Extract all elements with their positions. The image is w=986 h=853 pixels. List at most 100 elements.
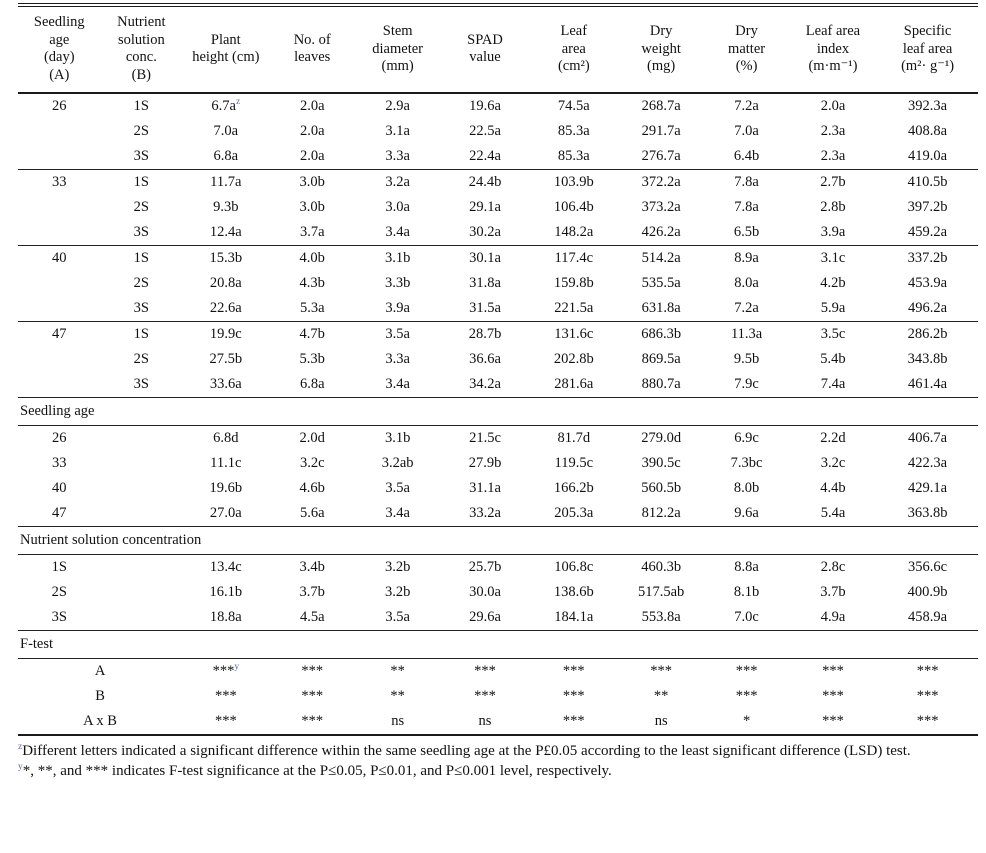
significance-cell: *** bbox=[916, 662, 939, 679]
value-cell: 496.2a bbox=[908, 299, 948, 316]
summary-label-cell: 3S bbox=[51, 608, 67, 625]
significance-cell: ***y bbox=[212, 661, 240, 679]
value-cell: 4.5a bbox=[299, 608, 325, 625]
value-cell: 7.2a bbox=[734, 97, 759, 114]
value-cell: 131.6c bbox=[529, 320, 618, 347]
value-cell: 6.8a bbox=[213, 147, 239, 164]
nutrient-conc-cell: 2S bbox=[133, 274, 149, 291]
value-cell: 631.8a bbox=[641, 299, 681, 316]
value-cell: 2.0a bbox=[299, 147, 325, 164]
value-cell: 119.5c bbox=[554, 454, 594, 471]
value-cell: 5.3a bbox=[299, 299, 325, 316]
column-header-1: Seedling age (day) (A) bbox=[18, 5, 101, 94]
value-cell: 19.6b bbox=[209, 479, 243, 496]
value-cell: 560.5b bbox=[641, 479, 682, 496]
value-cell: 9.3b bbox=[213, 198, 239, 215]
value-cell: 3.5a bbox=[385, 479, 410, 496]
value-cell: 33.2a bbox=[469, 504, 501, 521]
value-cell: 3.5a bbox=[385, 608, 410, 625]
value-cell: 22.6a bbox=[209, 299, 242, 316]
value-cell: 7.0a bbox=[734, 122, 759, 139]
footnote-marker: z bbox=[18, 741, 23, 752]
value-cell: 11.1c bbox=[210, 454, 242, 471]
value-cell: 3.3a bbox=[385, 350, 410, 367]
value-cell: 406.7a bbox=[908, 429, 948, 446]
summary-row: 2S 16.1b 3.7b 3.2b 30.0a 138.6b 517.5ab 8.1b 3.7… bbox=[18, 580, 978, 605]
value-cell: 3.5a bbox=[354, 320, 441, 347]
footnotes: zDifferent letters indicated a significa… bbox=[18, 741, 978, 782]
value-cell: 31.5a bbox=[469, 299, 501, 316]
value-cell: 553.8a bbox=[641, 608, 681, 625]
nutrient-conc-cell: 3S bbox=[133, 223, 149, 240]
summary-label-cell: 40 bbox=[52, 479, 67, 496]
value-cell: 7.3bc bbox=[730, 454, 763, 471]
summary-label-cell: 26 bbox=[52, 429, 67, 446]
nutrient-conc-cell: 3S bbox=[133, 299, 149, 316]
value-cell: 812.2a bbox=[641, 504, 681, 521]
column-header-11: Specific leaf area (m²· g⁻¹) bbox=[877, 5, 978, 94]
table-row: 2S 7.0a 2.0a 3.1a 22.5a 85.3a 291.7a 7.0a 2.3a 40… bbox=[18, 119, 978, 144]
value-cell: 11.3a bbox=[704, 320, 789, 347]
value-cell: 27.0a bbox=[209, 504, 242, 521]
value-cell: 419.0a bbox=[908, 147, 948, 164]
value-cell: 2.7b bbox=[788, 168, 878, 195]
summary-row: 3S 18.8a 4.5a 3.5a 29.6a 184.1a 553.8a 7.0c 4.9a… bbox=[18, 605, 978, 631]
value-cell: 15.3b bbox=[182, 244, 270, 271]
ftest-label-cell: A x B bbox=[83, 712, 117, 729]
value-cell: 397.2b bbox=[907, 198, 948, 215]
empty-cell bbox=[101, 451, 183, 476]
nutrient-conc-cell: 3S bbox=[133, 147, 149, 164]
significance-cell: *** bbox=[301, 687, 324, 704]
value-cell: 2.8c bbox=[820, 558, 846, 575]
seedling-age-cell: 33 bbox=[18, 168, 101, 195]
value-cell: 2.0a bbox=[299, 97, 325, 114]
value-cell: 148.2a bbox=[554, 223, 594, 240]
value-cell: 3.4a bbox=[385, 223, 410, 240]
value-cell: 7.0a bbox=[213, 122, 239, 139]
significance-cell: ** bbox=[653, 687, 669, 704]
value-cell: 34.2a bbox=[469, 375, 501, 392]
nutrient-conc-cell: 2S bbox=[133, 350, 149, 367]
significance-cell: *** bbox=[562, 712, 585, 729]
summary-label-cell: 33 bbox=[52, 454, 67, 471]
value-cell: 3.1b bbox=[384, 429, 411, 446]
value-cell: 400.9b bbox=[907, 583, 948, 600]
section-title: Seedling age bbox=[18, 396, 978, 426]
value-cell: 3.9a bbox=[820, 223, 846, 240]
value-cell: 33.6a bbox=[209, 375, 242, 392]
value-cell: 28.7b bbox=[440, 320, 530, 347]
significance-cell: *** bbox=[214, 687, 237, 704]
value-cell: 392.3a bbox=[908, 97, 948, 114]
value-cell: 291.7a bbox=[641, 122, 681, 139]
value-cell: 373.2a bbox=[641, 198, 681, 215]
value-cell: 8.0a bbox=[734, 274, 759, 291]
significance-cell: *** bbox=[474, 662, 496, 679]
column-header-8: Dry weight (mg) bbox=[617, 5, 705, 94]
value-cell: 3.5c bbox=[788, 320, 878, 347]
value-cell: 106.4b bbox=[553, 198, 594, 215]
value-cell: 268.7a bbox=[641, 97, 681, 114]
seedling-age-cell bbox=[18, 347, 101, 372]
value-cell: 3.7a bbox=[299, 223, 325, 240]
value-cell: 18.8a bbox=[209, 608, 242, 625]
table-row: 2S 20.8a 4.3b 3.3b 31.8a 159.8b 535.5a 8.0a 4.2b… bbox=[18, 271, 978, 296]
value-cell: 3.9a bbox=[385, 299, 410, 316]
value-cell: 3.2b bbox=[384, 583, 411, 600]
nutrient-conc-cell: 1S bbox=[100, 244, 183, 271]
table-body: 26 1S 6.7az 2.0a 2.9a 19.6a 74.5a 268.7a 7.2a 2.0… bbox=[18, 93, 978, 735]
value-cell: 4.9a bbox=[820, 608, 846, 625]
value-cell: 5.3b bbox=[299, 350, 325, 367]
value-cell: 6.9c bbox=[734, 429, 759, 446]
value-cell: 460.3b bbox=[641, 558, 682, 575]
value-cell: 27.9b bbox=[468, 454, 502, 471]
value-cell: 159.8b bbox=[553, 274, 594, 291]
value-cell: 21.5c bbox=[469, 429, 501, 446]
value-cell: 13.4c bbox=[209, 558, 242, 575]
column-header-7: Leaf area (cm²) bbox=[529, 5, 618, 94]
table-row: 3S 33.6a 6.8a 3.4a 34.2a 281.6a 880.7a 7.9c 7.4a… bbox=[18, 372, 978, 398]
significance-cell: *** bbox=[735, 662, 758, 679]
value-cell: 4.4b bbox=[820, 479, 846, 496]
value-cell: 869.5a bbox=[641, 350, 681, 367]
footnote-2: y*, **, and *** indicates F-test signifi… bbox=[18, 762, 612, 780]
value-cell: 461.4a bbox=[908, 375, 948, 392]
